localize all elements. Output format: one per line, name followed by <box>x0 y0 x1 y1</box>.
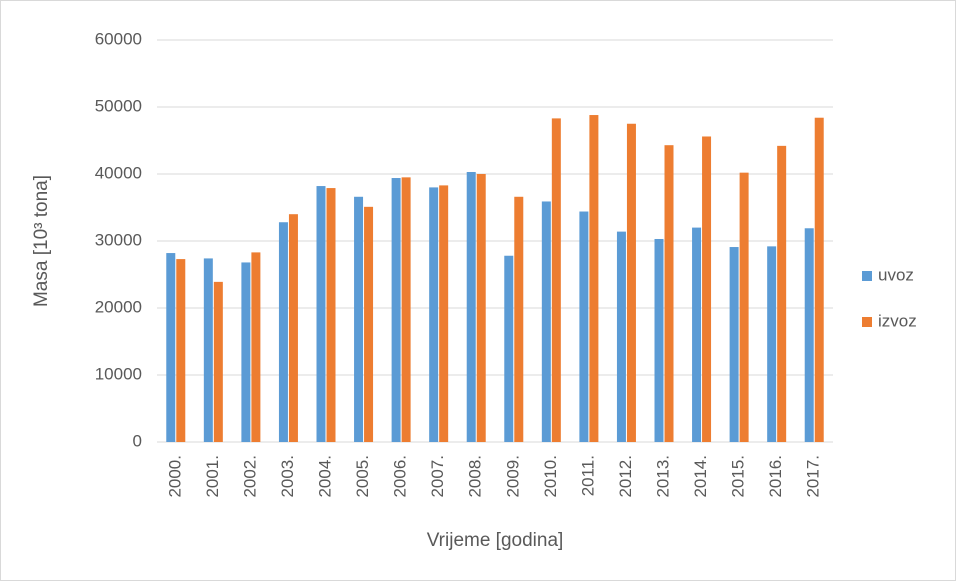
x-tick-label: 2010. <box>541 455 560 498</box>
y-tick-label: 0 <box>133 431 142 450</box>
bar <box>241 262 251 442</box>
x-tick-label: 2006. <box>391 455 410 498</box>
bar <box>364 206 374 442</box>
bar <box>664 145 674 442</box>
bar <box>541 201 551 442</box>
x-tick-label: 2003. <box>278 455 297 498</box>
bar <box>589 115 599 442</box>
x-tick-label: 2014. <box>691 455 710 498</box>
bar <box>401 177 411 442</box>
legend-label: izvoz <box>878 311 917 330</box>
bar <box>777 145 787 443</box>
bar <box>176 259 186 442</box>
y-axis-label: Masa [10³ tona] <box>31 175 52 307</box>
x-tick-label: 2015. <box>729 455 748 498</box>
bar <box>626 123 636 442</box>
x-tick-label: 2000. <box>165 455 184 498</box>
y-tick-label: 20000 <box>95 297 142 316</box>
x-axis-label: Vrijeme [godina] <box>427 530 564 551</box>
y-tick-label: 40000 <box>95 163 142 182</box>
bar <box>391 178 401 442</box>
bar <box>354 196 364 442</box>
bar <box>551 118 561 442</box>
bar <box>166 253 176 442</box>
bar <box>439 185 449 442</box>
bar <box>429 187 439 442</box>
bar <box>814 117 824 442</box>
x-tick-label: 2005. <box>353 455 372 498</box>
y-tick-label: 50000 <box>95 96 142 115</box>
bar <box>203 258 213 442</box>
bar <box>767 246 777 442</box>
y-tick-label: 30000 <box>95 230 142 249</box>
y-tick-label: 10000 <box>95 364 142 383</box>
bar <box>739 172 749 442</box>
x-tick-label: 2002. <box>240 455 259 498</box>
x-tick-label: 2007. <box>428 455 447 498</box>
bar <box>702 136 712 443</box>
x-tick-label: 2004. <box>315 455 334 498</box>
x-tick-label: 2001. <box>203 455 222 498</box>
x-tick-label: 2016. <box>766 455 785 498</box>
bar <box>692 227 702 442</box>
bar <box>466 171 476 443</box>
legend-swatch <box>862 271 872 281</box>
legend-swatch <box>862 317 872 327</box>
bar <box>288 214 298 442</box>
bar <box>251 252 261 442</box>
bar <box>729 247 739 442</box>
x-tick-label: 2011. <box>578 455 597 496</box>
bar <box>278 222 288 442</box>
x-tick-label: 2009. <box>503 455 522 498</box>
bar <box>316 186 326 442</box>
bar <box>476 174 486 442</box>
bar <box>804 228 814 442</box>
bar <box>213 281 223 442</box>
bar <box>579 211 589 442</box>
legend-label: uvoz <box>878 265 914 284</box>
x-tick-label: 2013. <box>653 455 672 498</box>
bar <box>616 231 626 442</box>
bar <box>504 255 514 442</box>
y-tick-label: 60000 <box>95 29 142 48</box>
bar <box>654 238 664 442</box>
x-tick-label: 2017. <box>804 455 823 498</box>
x-tick-label: 2008. <box>466 455 485 498</box>
bar <box>514 196 524 442</box>
x-tick-label: 2012. <box>616 455 635 498</box>
bar <box>326 188 336 442</box>
